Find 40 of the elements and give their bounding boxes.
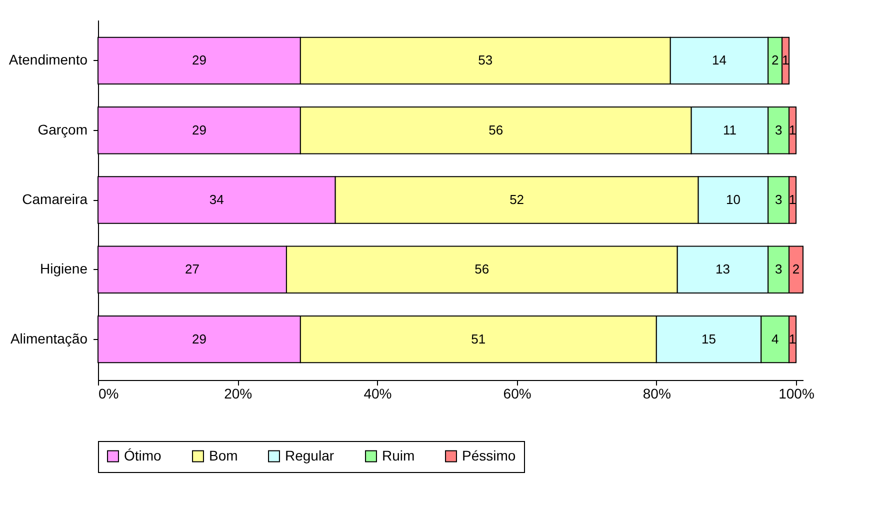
data-label: 1 — [788, 331, 796, 346]
y-tick-label: Camareira — [22, 191, 88, 207]
data-label: 1 — [788, 192, 796, 207]
data-label: 11 — [722, 122, 736, 138]
data-label: 14 — [712, 52, 726, 68]
data-label: 13 — [715, 262, 730, 277]
data-label: 4 — [771, 331, 779, 346]
x-tick-label: 80% — [642, 386, 671, 402]
y-tick-label: Garçom — [38, 121, 88, 138]
data-label: 3 — [774, 262, 782, 277]
data-label: 2 — [792, 262, 800, 277]
data-label: 51 — [471, 331, 486, 346]
data-label: 27 — [185, 262, 200, 277]
data-label: 34 — [209, 192, 224, 207]
y-tick-label: Alimentação — [10, 330, 88, 346]
data-label: 2 — [771, 52, 779, 68]
y-tick-label: Higiene — [40, 260, 88, 277]
x-tick-label: 20% — [224, 386, 252, 402]
data-label: 56 — [488, 122, 504, 138]
x-tick-label: 60% — [503, 386, 532, 402]
legend-label: Ótimo — [124, 447, 162, 464]
data-label: 56 — [474, 262, 490, 277]
data-label: 52 — [510, 192, 524, 207]
data-label: 10 — [726, 192, 740, 207]
data-label: 15 — [702, 331, 716, 346]
data-label: 29 — [192, 122, 206, 138]
x-tick-label: 40% — [364, 386, 392, 402]
x-tick-label: 0% — [98, 386, 119, 402]
legend-label: Péssimo — [462, 447, 516, 464]
legend-label: Regular — [285, 447, 334, 464]
data-label: 53 — [478, 52, 493, 68]
data-label: 29 — [192, 52, 206, 68]
data-label: 3 — [774, 122, 782, 138]
legend-label: Ruim — [382, 447, 415, 464]
data-label: 3 — [774, 192, 782, 207]
data-label: 29 — [192, 331, 206, 346]
data-label: 1 — [788, 122, 796, 138]
legend-label: Bom — [209, 447, 238, 464]
x-tick-label: 100% — [778, 386, 814, 402]
y-tick-label: Atendimento — [8, 52, 88, 68]
